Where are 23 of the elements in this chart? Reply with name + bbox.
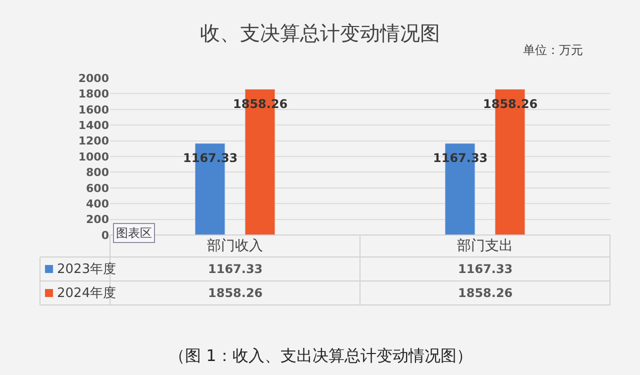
text: 1167.33: [458, 262, 513, 276]
text: 1167.33: [208, 262, 263, 276]
text: 1858.26: [208, 286, 263, 300]
y-tick-label: 800: [86, 166, 110, 180]
chart-title: 收、支决算总计变动情况图: [200, 20, 440, 45]
text: 1858.26: [458, 286, 513, 300]
text: （图 1：收入、支出决算总计变动情况图）: [169, 346, 472, 365]
text: 单位：万元: [523, 43, 583, 57]
y-tick-label: 600: [86, 182, 110, 195]
annotation: 图表区: [116, 226, 152, 240]
y-tick-label: 2000: [78, 72, 110, 85]
y-tick-label: 1000: [78, 150, 110, 164]
legend-label: 2023年度: [57, 261, 116, 277]
y-tick-label: 1400: [78, 118, 110, 132]
y-tick-label: 400: [86, 197, 110, 210]
legend-label: 2024年度: [57, 285, 116, 301]
x-tick-label: 部门支出: [457, 238, 513, 254]
y-tick-label: 1200: [78, 134, 110, 148]
y-tick-label: 1800: [78, 88, 110, 101]
y-tick-label: 0: [101, 228, 110, 242]
y-tick-label: 1600: [78, 103, 110, 116]
x-tick-label: 部门收入: [207, 238, 263, 254]
y-tick-label: 200: [86, 213, 110, 226]
